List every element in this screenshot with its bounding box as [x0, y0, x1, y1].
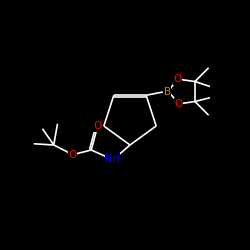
Text: O: O — [68, 150, 76, 160]
Text: O: O — [174, 99, 183, 109]
Text: O: O — [173, 74, 182, 84]
Text: O: O — [94, 121, 102, 131]
Text: NH: NH — [105, 154, 120, 164]
Text: B: B — [164, 86, 171, 97]
